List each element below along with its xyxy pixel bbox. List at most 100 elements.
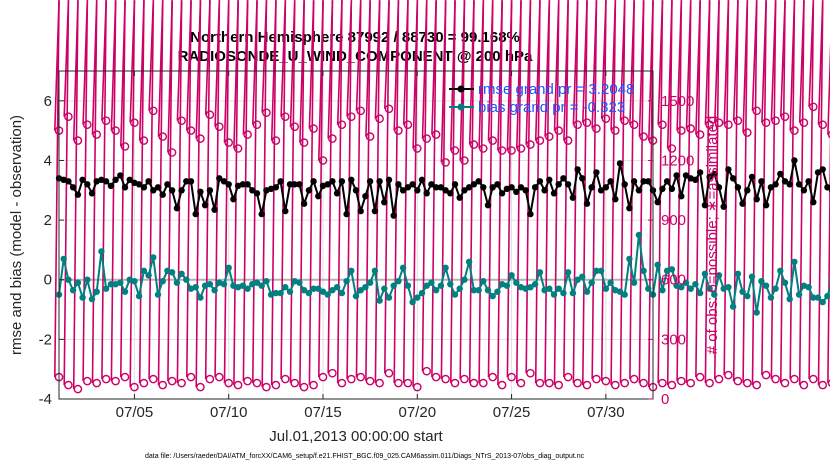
rmse-point-46 xyxy=(272,184,280,191)
obs-low-point-68-ring xyxy=(695,372,705,382)
obs-high-point-55-star xyxy=(572,0,579,125)
obs-high-point-54-star xyxy=(563,0,569,141)
bias-point-45 xyxy=(267,291,275,298)
bias-point-160 xyxy=(810,294,817,301)
rmse-point-58 xyxy=(329,178,336,185)
bias-point-154 xyxy=(781,279,789,286)
bias-point-61 xyxy=(343,278,350,285)
obs-low-point-77-star xyxy=(780,0,786,384)
rmse-point-59 xyxy=(333,190,341,197)
rmse-point-49 xyxy=(286,181,294,188)
obs-high-point-15-star xyxy=(195,0,202,139)
rmse-point-77 xyxy=(418,176,426,183)
bias-point-9 xyxy=(98,248,105,255)
bias-point-46 xyxy=(272,289,280,297)
obs-high-point-66-ring xyxy=(677,126,686,135)
obs-high-point-79-ring xyxy=(799,118,809,127)
bias-point-152 xyxy=(772,285,779,292)
obs-high-point-24-star xyxy=(280,0,287,117)
bias-point-79 xyxy=(428,279,435,286)
footnote: data file: /Users/raeder/DAI/ATM_forcXX/… xyxy=(145,453,585,460)
rmse-point-43 xyxy=(258,210,265,218)
rmse-point-60 xyxy=(338,178,346,185)
obs-high-point-70 xyxy=(714,0,724,127)
bias-point-83 xyxy=(447,281,454,288)
obs-high-point-30-star xyxy=(336,0,343,125)
obs-low-point-45 xyxy=(478,0,488,388)
obs-high-point-12 xyxy=(167,0,177,157)
rmse-point-161 xyxy=(814,169,822,176)
obs-high-point-21 xyxy=(252,0,262,129)
obs-high-point-22-star xyxy=(261,0,268,113)
obs-high-point-2-star xyxy=(72,0,79,141)
x-tick-label-4: 07/25 xyxy=(493,404,531,421)
obs-high-point-80-star xyxy=(808,0,815,107)
rmse-point-27 xyxy=(183,178,190,185)
rmse-point-112 xyxy=(583,200,591,207)
obs-high-point-4-star xyxy=(91,0,98,135)
legend-bias-marker xyxy=(457,103,465,111)
obs-high-point-75-star xyxy=(761,0,767,123)
bias-point-53 xyxy=(305,289,313,297)
rmse-point-97 xyxy=(513,188,520,195)
rmse-point-146 xyxy=(744,187,751,194)
rmse-point-74 xyxy=(404,184,412,191)
obs-low-point-77-ring xyxy=(780,378,790,388)
bias-point-7 xyxy=(88,295,96,303)
bias-point-82 xyxy=(442,264,449,271)
bias-point-94 xyxy=(498,281,506,288)
rmse-point-124 xyxy=(640,178,647,185)
rmse-point-98 xyxy=(517,184,525,191)
obs-high-point-60-star xyxy=(619,0,626,121)
rmse-point-61 xyxy=(343,210,350,218)
obs-high-point-60 xyxy=(619,0,630,125)
rmse-point-12 xyxy=(112,176,119,183)
obs-high-point-52-star xyxy=(544,0,551,137)
bias-point-73 xyxy=(399,264,407,271)
obs-high-point-70-star xyxy=(714,0,720,123)
bias-point-132 xyxy=(678,284,685,291)
obs-high-point-44 xyxy=(468,0,479,149)
rmse-point-111 xyxy=(579,175,586,182)
obs-high-point-3 xyxy=(82,0,92,129)
rmse-point-150 xyxy=(762,202,770,209)
rmse-point-158 xyxy=(800,187,808,194)
obs-low-point-29-star xyxy=(327,0,334,374)
bias-point-133 xyxy=(682,279,690,286)
bias-point-1 xyxy=(60,255,67,263)
obs-high-point-77-star xyxy=(780,0,786,117)
bias-point-74 xyxy=(404,282,412,289)
bias-point-26 xyxy=(178,270,185,277)
obs-high-point-0-star xyxy=(54,0,60,131)
bias-point-109 xyxy=(569,289,577,297)
bias-point-49 xyxy=(286,288,294,295)
obs-low-point-76-ring xyxy=(771,374,780,384)
bias-point-5 xyxy=(79,294,86,301)
bias-point-142 xyxy=(725,284,732,291)
obs-low-point-24-star xyxy=(280,0,287,380)
obs-high-point-7 xyxy=(120,0,130,151)
obs-high-point-44-star xyxy=(468,0,475,145)
obs-low-point-45-star xyxy=(478,0,485,384)
chart-title: Northern Hemisphere 87992 / 88730 = 99.1… xyxy=(190,29,520,46)
obs-low-point-67-star xyxy=(685,0,692,384)
bias-point-95 xyxy=(503,282,511,289)
obs-low-point-3-star xyxy=(82,0,89,382)
bias-point-90 xyxy=(480,278,487,285)
bias-point-75 xyxy=(409,298,416,306)
bias-point-137 xyxy=(701,270,709,277)
obs-high-point-51 xyxy=(534,0,545,145)
bias-point-129 xyxy=(663,267,671,274)
rmse-point-42 xyxy=(253,190,261,197)
bias-point-121 xyxy=(626,255,633,263)
obs-high-series xyxy=(54,0,830,167)
bias-point-72 xyxy=(395,278,402,285)
rmse-point-52 xyxy=(300,200,308,207)
obs-high-point-64 xyxy=(657,0,667,129)
rmse-point-93 xyxy=(494,181,501,188)
rmse-point-160 xyxy=(810,199,817,206)
rmse-point-37 xyxy=(230,196,237,203)
obs-high-point-62-star xyxy=(638,0,645,137)
obs-low-point-5 xyxy=(101,0,111,384)
